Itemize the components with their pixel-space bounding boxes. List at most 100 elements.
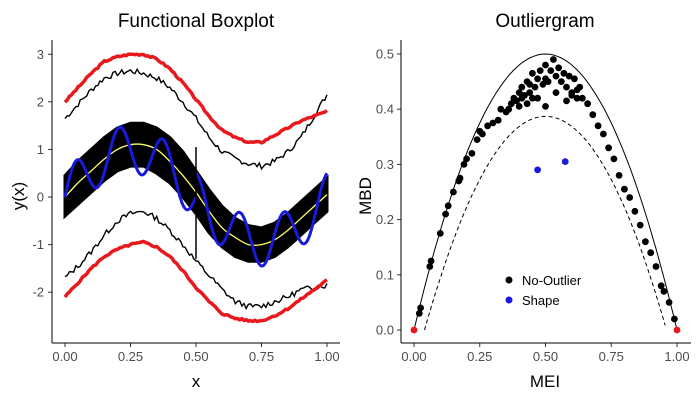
no-outlier-point <box>665 299 673 306</box>
no-outlier-point <box>547 67 555 74</box>
no-outlier-point <box>515 89 523 96</box>
no-outlier-point <box>550 56 557 63</box>
plot-area <box>63 52 329 324</box>
no-outlier-point <box>417 304 424 312</box>
no-outlier-point <box>565 72 573 80</box>
no-outlier-point <box>426 263 434 270</box>
no-outlier-point <box>573 94 581 102</box>
y-tick-label: 2 <box>37 94 44 109</box>
no-outlier-point <box>436 230 444 237</box>
x-tick-label: 0.25 <box>118 349 143 364</box>
no-outlier-point <box>621 185 628 193</box>
x-axis-label: x <box>192 372 201 391</box>
y-axis-label: MBD <box>356 177 375 215</box>
x-tick-label: 1.00 <box>664 349 689 364</box>
no-outlier-point <box>529 94 536 102</box>
legend: No-Outlier Shape <box>505 273 582 308</box>
no-outlier-point <box>484 122 491 130</box>
no-outlier-point <box>534 75 541 83</box>
shape-outlier-curve <box>63 125 198 212</box>
no-outlier-point <box>507 100 515 108</box>
shape-outlier-curve <box>194 172 329 268</box>
no-outlier-point <box>468 150 476 157</box>
no-outlier-point <box>529 69 536 77</box>
no-outlier-point <box>615 172 623 179</box>
y-tick-label: 0.0 <box>376 323 394 338</box>
shape-point <box>534 166 541 174</box>
no-outlier-point <box>460 161 468 168</box>
y-axis-label: y(x) <box>9 182 28 210</box>
no-outlier-point <box>631 207 639 215</box>
no-outlier-point <box>552 89 560 96</box>
no-outlier-point <box>539 81 547 88</box>
x-tick-label: 0.50 <box>183 349 208 364</box>
y-tick-label: 0.4 <box>376 102 394 117</box>
chart-title: Functional Boxplot <box>118 11 275 32</box>
y-tick-label: -1 <box>32 237 44 252</box>
lower-fence-line <box>63 239 328 324</box>
no-outlier-point <box>456 174 464 182</box>
tick-labels: 0.00 0.25 0.50 0.75 1.00 0.0 0.1 0.2 0.3 0.4 0.5 <box>376 47 690 365</box>
no-outlier-point <box>657 282 665 290</box>
no-outlier-point <box>557 78 565 85</box>
no-outlier-point <box>600 130 607 138</box>
no-outlier-point <box>444 202 452 210</box>
no-outlier-point <box>494 116 502 124</box>
y-tick-label: 1 <box>37 142 44 157</box>
no-outlier-point <box>450 188 457 196</box>
x-tick-label: 0.50 <box>533 349 558 364</box>
threshold-curve <box>424 115 666 331</box>
no-outlier-point <box>568 92 576 99</box>
no-outlier-point <box>610 155 618 163</box>
no-outlier-point <box>626 194 634 201</box>
x-tick-label: 1.00 <box>314 349 339 364</box>
y-tick-label: 0 <box>37 190 44 205</box>
x-tick-label: 0.00 <box>52 349 77 364</box>
y-tick-label: 3 <box>37 47 44 62</box>
no-outlier-point <box>571 75 578 83</box>
min-envelope-line <box>64 210 328 311</box>
no-outlier-point <box>531 83 539 91</box>
no-outlier-point <box>463 155 470 163</box>
y-tick-label: 0.2 <box>376 212 394 227</box>
y-tick-label: 0.1 <box>376 267 394 282</box>
no-outlier-point <box>489 119 497 127</box>
no-outlier-point <box>442 210 449 218</box>
legend-marker-no-outlier <box>505 276 513 284</box>
no-outlier-point <box>526 89 534 96</box>
x-axis-label: MEI <box>530 372 560 391</box>
no-outlier-point <box>473 136 481 144</box>
x-tick-label: 0.75 <box>249 349 274 364</box>
no-outlier-point <box>542 75 549 83</box>
upper-fence-line <box>63 52 329 145</box>
no-outlier-point <box>636 221 644 229</box>
no-outlier-point <box>660 288 668 295</box>
no-outlier-point <box>584 100 591 108</box>
tick-labels: 0.00 0.25 0.50 0.75 1.00 -2 -1 0 1 2 3 <box>32 47 339 364</box>
magnitude-point <box>410 326 418 334</box>
x-tick-label: 0.00 <box>401 349 426 364</box>
no-outlier-point <box>589 111 597 119</box>
no-outlier-point <box>513 97 520 105</box>
no-outlier-point <box>563 97 570 105</box>
max-envelope-line <box>64 67 328 171</box>
x-tick-label: 0.25 <box>467 349 492 364</box>
no-outlier-point <box>518 83 526 91</box>
no-outlier-point <box>578 94 586 102</box>
legend-marker-shape <box>505 296 513 304</box>
shape-point <box>561 158 569 166</box>
no-outlier-point <box>479 130 486 138</box>
no-outlier-point <box>563 83 570 91</box>
no-outlier-point <box>573 86 581 94</box>
no-outlier-point <box>642 238 649 246</box>
no-outlier-point <box>647 249 655 257</box>
chart-title: Outliergram <box>495 11 594 32</box>
no-outlier-point <box>536 67 544 74</box>
no-outlier-point <box>505 105 513 113</box>
y-tick-label: 0.3 <box>376 157 394 172</box>
outliergram-panel: Outliergram MEI MBD 0.00 0.25 0.50 0.75 1.00… <box>356 11 691 391</box>
functional-boxplot-panel: Functional Boxplot x y(x) 0.00 0.25 0.50 0.… <box>9 11 340 391</box>
plot-area <box>410 53 681 334</box>
no-outlier-point <box>497 105 505 113</box>
